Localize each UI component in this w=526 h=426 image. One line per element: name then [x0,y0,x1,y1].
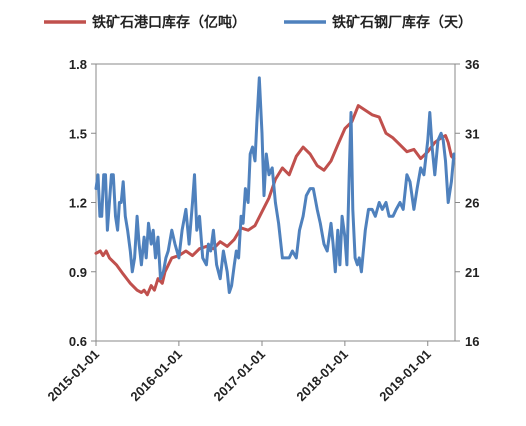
right-tick-label: 36 [465,57,479,72]
legend-label: 铁矿石钢厂库存（天） [332,14,472,31]
legend: 铁矿石港口库存（亿吨） 铁矿石钢厂库存（天） [44,14,472,31]
x-tick-label: 2017-01-01 [210,347,268,405]
right-axis: 16 21 26 31 36 [455,57,479,349]
left-tick-label: 1.5 [69,126,87,141]
x-tick-label: 2019-01-01 [376,347,434,405]
left-tick-label: 0.6 [69,334,87,349]
left-tick-label: 1.2 [69,196,87,211]
left-axis: 0.6 0.9 1.2 1.5 1.8 [69,57,96,349]
series-line-mill-inventory-days [94,76,456,294]
x-axis: 2015-01-01 2016-01-01 2017-01-01 2018-01-01… [44,341,434,405]
x-tick-label: 2015-01-01 [44,347,102,405]
legend-label: 铁矿石港口库存（亿吨） [92,14,246,31]
left-tick-label: 1.8 [69,57,87,72]
x-tick-label: 2016-01-01 [127,347,185,405]
right-tick-label: 21 [465,265,479,280]
series-layer [94,76,456,297]
series-line-port-inventory [94,104,456,297]
right-tick-label: 31 [465,126,479,141]
right-tick-label: 16 [465,334,479,349]
right-tick-label: 26 [465,196,479,211]
x-tick-label: 2018-01-01 [293,347,351,405]
left-tick-label: 0.9 [69,265,87,280]
